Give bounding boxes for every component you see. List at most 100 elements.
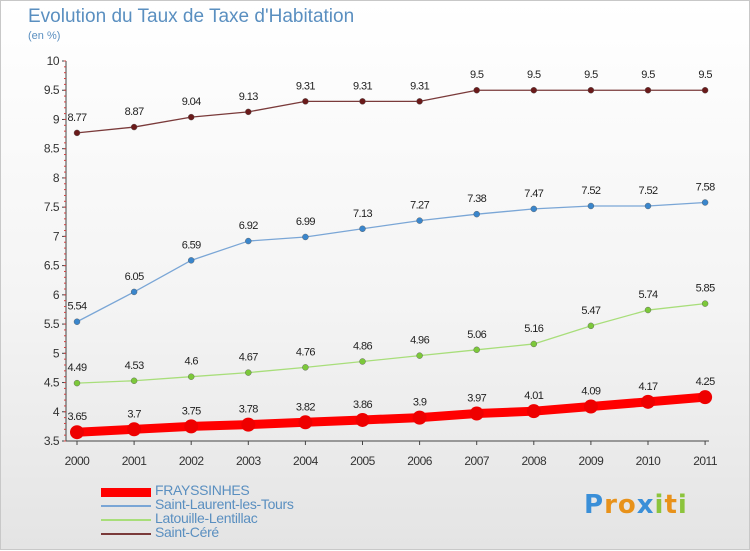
data-point <box>127 422 142 437</box>
legend-label-saint-laurent: Saint-Laurent-les-Tours <box>155 496 294 512</box>
logo-letter: t <box>664 490 678 520</box>
data-label: 9.31 <box>410 80 429 92</box>
data-label: 6.05 <box>125 271 144 283</box>
legend-label-latouille: Latouille-Lentillac <box>155 510 258 526</box>
y-tick-label: 7 <box>53 229 60 243</box>
logo-letter: i <box>677 490 688 520</box>
data-label: 3.9 <box>413 397 427 409</box>
y-tick-label: 8 <box>53 171 60 185</box>
data-point <box>241 417 256 432</box>
data-label: 9.5 <box>641 69 655 81</box>
logo-letter: i <box>654 490 665 520</box>
data-label: 5.06 <box>467 329 486 341</box>
data-point <box>130 123 138 131</box>
data-label: 5.54 <box>67 301 86 313</box>
data-label: 3.75 <box>182 405 201 417</box>
data-label: 3.86 <box>353 399 372 411</box>
data-label: 6.59 <box>182 239 201 251</box>
data-point <box>701 87 709 94</box>
x-tick-label: 2001 <box>122 454 148 468</box>
data-point <box>302 98 309 105</box>
data-label: 7.13 <box>353 208 372 220</box>
logo-letter: x <box>636 490 655 520</box>
legend-label-frayssinhes: FRAYSSINHES <box>155 482 250 498</box>
data-point <box>416 352 423 359</box>
data-label: 4.25 <box>696 376 715 388</box>
data-label: 3.78 <box>239 404 258 416</box>
data-label: 4.76 <box>296 346 315 358</box>
x-tick-label: 2010 <box>636 454 662 468</box>
series-line <box>76 89 706 134</box>
proxiti-logo: Proxiti <box>584 490 688 520</box>
data-point <box>469 406 484 421</box>
data-point <box>530 340 537 348</box>
data-point <box>70 425 84 440</box>
x-tick-label: 2004 <box>293 454 319 468</box>
data-point <box>583 399 598 414</box>
data-point <box>530 205 537 213</box>
y-tick-label: 8.5 <box>44 142 60 156</box>
legend-swatch-frayssinhes <box>101 488 151 497</box>
data-label: 7.52 <box>581 185 600 197</box>
data-point <box>359 225 366 232</box>
logo-letter: r <box>604 490 618 520</box>
data-point <box>473 346 480 353</box>
data-label: 7.58 <box>696 181 715 193</box>
y-tick-label: 10 <box>47 54 60 68</box>
x-tick-label: 2008 <box>521 454 547 468</box>
data-point <box>644 87 652 94</box>
data-point <box>701 199 709 206</box>
data-label: 4.53 <box>125 360 144 372</box>
data-label: 9.13 <box>239 91 258 103</box>
data-label: 9.5 <box>584 69 598 81</box>
y-tick-label: 5.5 <box>44 317 60 331</box>
data-point <box>644 306 652 314</box>
logo-letter: o <box>617 490 637 520</box>
data-label: 9.31 <box>296 80 315 92</box>
data-label: 4.96 <box>410 335 429 347</box>
data-label: 9.31 <box>353 80 372 92</box>
data-label: 9.5 <box>698 69 712 81</box>
data-label: 5.74 <box>638 289 657 301</box>
data-point <box>644 202 652 210</box>
data-point <box>187 257 195 264</box>
data-point <box>302 233 309 241</box>
data-label: 4.09 <box>581 386 600 398</box>
logo-letter: P <box>584 490 605 520</box>
data-label: 4.17 <box>638 381 657 393</box>
legend-label-saint-cere: Saint-Céré <box>155 524 219 540</box>
y-tick-label: 5 <box>53 346 60 360</box>
data-point <box>184 419 199 434</box>
series-line <box>76 201 706 323</box>
data-label: 4.49 <box>67 362 86 374</box>
data-label: 9.5 <box>527 69 541 81</box>
data-point <box>359 358 366 365</box>
data-label: 4.01 <box>524 390 543 402</box>
data-point <box>355 412 370 427</box>
data-point <box>73 129 81 137</box>
data-point <box>587 87 595 94</box>
legend-swatch-saint-laurent <box>101 505 151 507</box>
data-point <box>416 98 423 105</box>
data-label: 6.99 <box>296 216 315 228</box>
x-tick-label: 2005 <box>350 454 376 468</box>
data-point <box>473 210 480 218</box>
data-label: 5.85 <box>696 283 715 295</box>
data-point <box>130 288 138 296</box>
x-tick-label: 2003 <box>236 454 262 468</box>
data-point <box>245 108 252 116</box>
data-point <box>73 379 81 387</box>
y-tick-label: 6 <box>53 288 60 302</box>
data-point <box>245 369 252 376</box>
data-point <box>245 237 252 245</box>
x-tick-label: 2009 <box>579 454 605 468</box>
y-tick-label: 9 <box>53 112 60 126</box>
y-tick-label: 3.5 <box>44 434 60 448</box>
data-label: 4.86 <box>353 340 372 352</box>
legend-swatch-latouille <box>101 519 151 521</box>
data-point <box>359 98 366 105</box>
chart-title: Evolution du Taux de Taxe d'Habitation <box>28 6 355 27</box>
data-label: 5.16 <box>524 323 543 335</box>
data-point <box>587 322 595 330</box>
